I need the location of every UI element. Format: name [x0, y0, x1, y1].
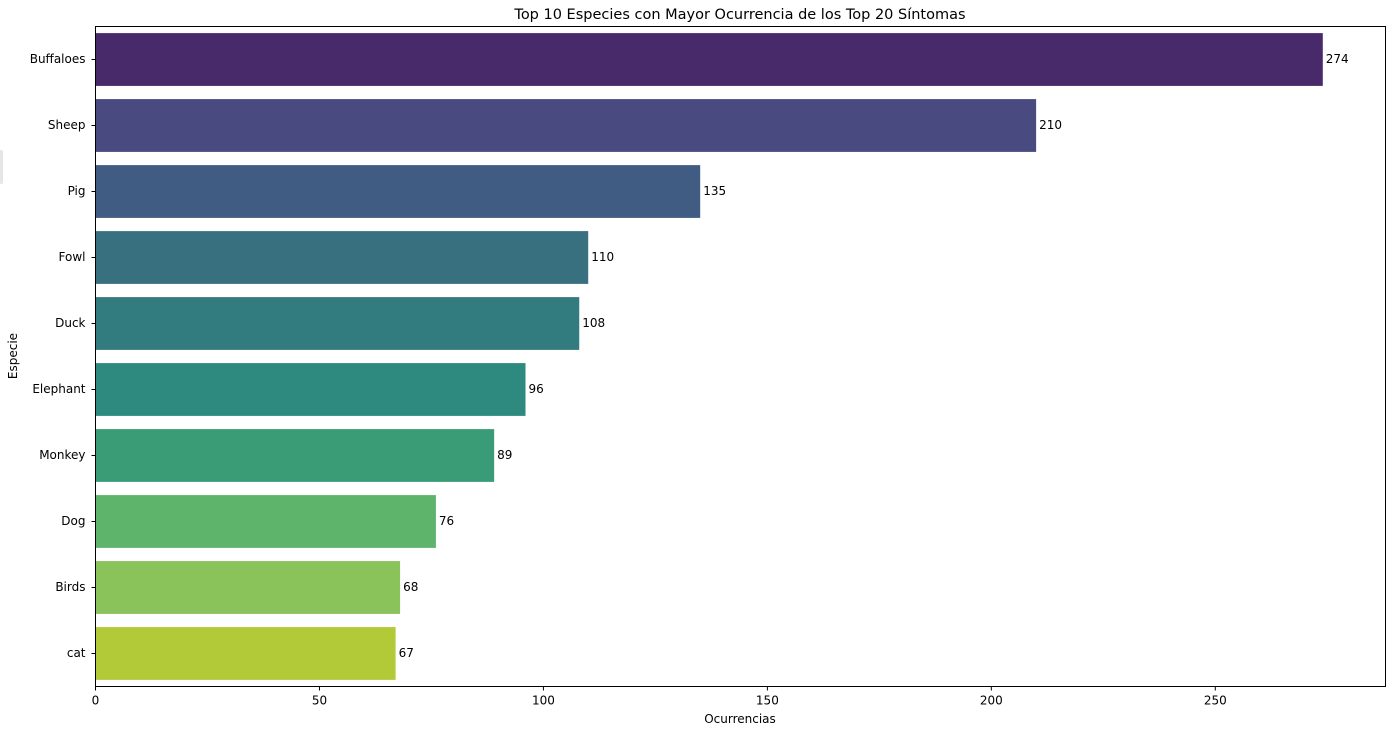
- bar-value-label: 274: [1326, 52, 1349, 66]
- bar-value-label: 110: [591, 250, 614, 264]
- x-axis-label: Ocurrencias: [704, 712, 776, 726]
- bar-value-label: 210: [1039, 118, 1062, 132]
- bar-birds: [95, 561, 401, 614]
- x-axis-ticks: 0 50 100 150 200 250: [92, 686, 1227, 708]
- x-tick-label: 250: [1204, 694, 1227, 708]
- bar-sheep: [95, 99, 1037, 152]
- bar-value-label: 108: [582, 316, 605, 330]
- bars-group: [95, 33, 1323, 680]
- plot-frame: [95, 26, 1386, 687]
- y-tick-label: cat: [67, 646, 86, 660]
- y-tick-label: Fowl: [59, 250, 86, 264]
- x-tick-label: 100: [532, 694, 555, 708]
- y-tick-label: Pig: [68, 184, 86, 198]
- bar-value-label: 67: [399, 646, 414, 660]
- x-tick-label: 150: [756, 694, 779, 708]
- bar-elephant: [95, 363, 526, 416]
- chart-title: Top 10 Especies con Mayor Ocurrencia de …: [513, 7, 965, 23]
- x-tick-label: 50: [312, 694, 327, 708]
- y-axis-ticks: Buffaloes Sheep Pig Fowl Duck Elephant Monkey D…: [30, 52, 96, 660]
- bar-duck: [95, 297, 580, 350]
- y-tick-label: Elephant: [32, 382, 85, 396]
- bar-value-label: 135: [703, 184, 726, 198]
- y-tick-label: Monkey: [39, 448, 85, 462]
- y-tick-label: Dog: [61, 514, 85, 528]
- bar-value-label: 68: [403, 580, 418, 594]
- y-tick-label: Duck: [55, 316, 85, 330]
- y-axis-label: Especie: [6, 333, 20, 379]
- bar-value-label: 89: [497, 448, 512, 462]
- window-edge-tab: [0, 150, 3, 184]
- x-tick-label: 200: [980, 694, 1003, 708]
- bar-cat: [95, 627, 396, 680]
- bar-buffaloes: [95, 33, 1323, 86]
- bar-value-label: 96: [529, 382, 544, 396]
- x-tick-label: 0: [92, 694, 100, 708]
- y-tick-label: Sheep: [48, 118, 86, 132]
- bar-value-label: 76: [439, 514, 454, 528]
- bar-monkey: [95, 429, 495, 482]
- y-tick-label: Birds: [55, 580, 85, 594]
- y-tick-label: Buffaloes: [30, 52, 86, 66]
- bar-dog: [95, 495, 436, 548]
- bar-pig: [95, 165, 701, 218]
- bar-fowl: [95, 231, 589, 284]
- bar-value-labels: 274 210 135 110 108 96 89 76 68 67: [399, 52, 1349, 660]
